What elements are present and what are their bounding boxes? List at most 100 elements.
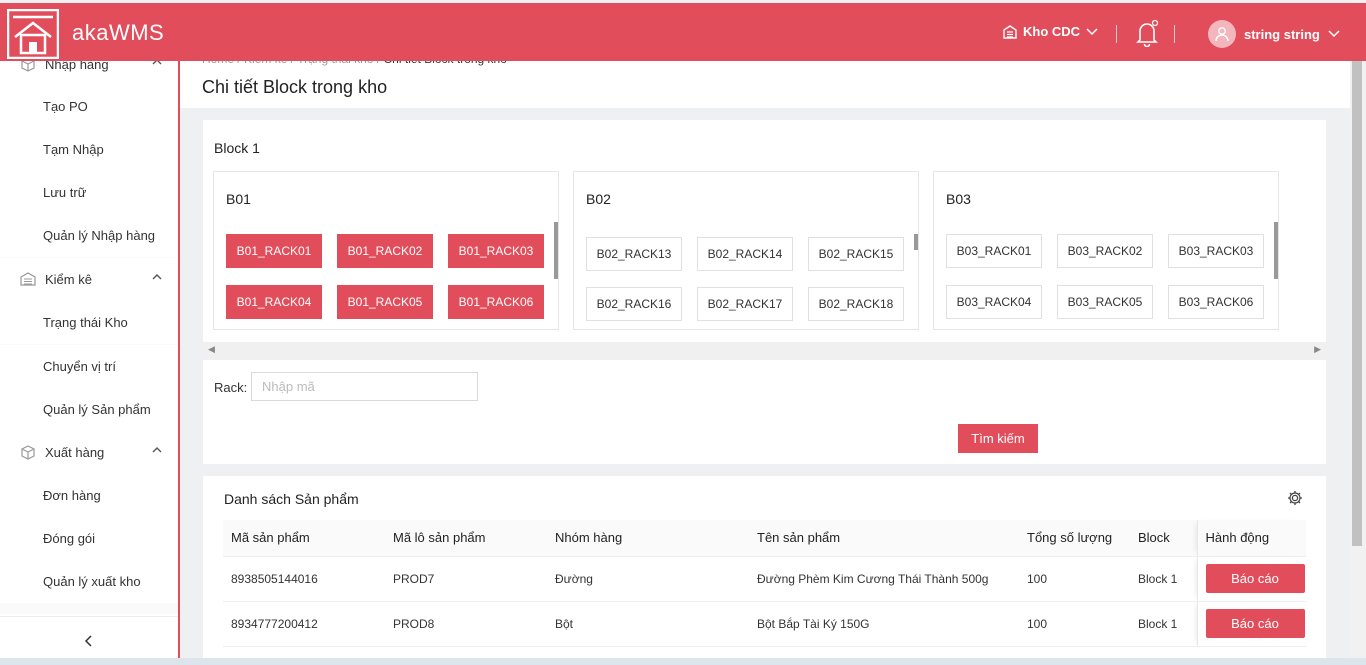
- gear-icon[interactable]: [1287, 490, 1303, 506]
- avatar: [1208, 20, 1236, 48]
- block-label: Block 1: [214, 140, 260, 156]
- sidebar-group-export[interactable]: Xuất hàng: [0, 432, 178, 472]
- sidebar-item-label: Quản lý Nhập hàng: [43, 228, 156, 243]
- cell-product-name: Bột Bắp Tài Ký 150G: [749, 601, 1019, 647]
- rack-cell[interactable]: B01_RACK02: [337, 234, 433, 268]
- box-icon: [20, 61, 36, 72]
- sidebar-item-luu-tru[interactable]: Lưu trữ: [0, 171, 178, 214]
- sidebar: Nhập hàng Tạo PO Tạm Nhập Lưu trữ Quản l…: [0, 61, 180, 665]
- rack-search-input[interactable]: [251, 372, 478, 401]
- cell-action: Báo cáo: [1196, 556, 1306, 602]
- sidebar-item-dong-goi[interactable]: Đóng gói: [0, 517, 178, 560]
- sidebar-group-label: Kiểm kê: [45, 271, 92, 287]
- rack-cell[interactable]: B02_RACK15: [808, 237, 904, 271]
- cell-group: Bột: [547, 601, 749, 647]
- sidebar-item-label: Tạo PO: [43, 99, 88, 114]
- report-button[interactable]: Báo cáo: [1205, 564, 1305, 593]
- cell-product-code: 8934777200412: [223, 601, 385, 647]
- panel-scrollbar[interactable]: [914, 234, 918, 250]
- rack-cell[interactable]: B01_RACK05: [337, 285, 433, 319]
- panel-scrollbar[interactable]: [554, 222, 558, 279]
- panel-scrollbar[interactable]: [1274, 222, 1278, 279]
- user-menu[interactable]: string string: [1208, 20, 1340, 48]
- sidebar-group-label: Nhập hàng: [45, 61, 109, 72]
- cell-lot-code: PROD8: [385, 601, 547, 647]
- cell-quantity: 100: [1019, 556, 1130, 602]
- sidebar-item-tam-nhap[interactable]: Tạm Nhập: [0, 128, 178, 171]
- sidebar-item-don-hang[interactable]: Đơn hàng: [0, 474, 178, 517]
- page-scrollbar[interactable]: [1350, 0, 1366, 665]
- top-header: akaWMS Kho CDC string string: [0, 3, 1366, 61]
- panel-name: B01: [226, 191, 251, 207]
- sidebar-item-quan-ly-nhap-hang[interactable]: Quản lý Nhập hàng: [0, 214, 178, 257]
- rack-cell[interactable]: B02_RACK17: [697, 287, 793, 321]
- rack-cell[interactable]: B03_RACK02: [1057, 234, 1153, 268]
- warehouse-icon: [1003, 24, 1017, 39]
- sidebar-item-label: Trạng thái Kho: [43, 315, 128, 330]
- sidebar-item-label: Quản lý Sản phẩm: [43, 402, 151, 417]
- sidebar-collapse-button[interactable]: [0, 616, 178, 665]
- sidebar-item-quan-ly-xuat-kho[interactable]: Quản lý xuất kho: [0, 560, 178, 603]
- warehouse-name: Kho CDC: [1023, 24, 1081, 39]
- product-table: Mã sản phẩm Mã lô sản phẩm Nhóm hàng Tên…: [223, 520, 1306, 647]
- sidebar-group-import[interactable]: Nhập hàng: [0, 61, 178, 84]
- sidebar-item-chuyen-vi-tri[interactable]: Chuyển vị trí: [0, 345, 178, 388]
- sidebar-item-label: Chuyển vị trí: [43, 359, 116, 374]
- warehouse-icon: [20, 271, 36, 287]
- rack-cell[interactable]: B02_RACK18: [808, 287, 904, 321]
- sidebar-item-quan-ly-san-pham[interactable]: Quản lý Sản phẩm: [0, 388, 178, 431]
- panel-name: B02: [586, 191, 611, 207]
- column-header[interactable]: Block: [1130, 520, 1197, 557]
- cell-group: Đường: [547, 556, 749, 602]
- scroll-right-icon[interactable]: ▶: [1314, 344, 1321, 354]
- cell-product-name: Đường Phèm Kim Cương Thái Thành 500g: [749, 556, 1019, 602]
- column-header[interactable]: Mã sản phẩm: [223, 520, 385, 557]
- table-header-row: Mã sản phẩm Mã lô sản phẩm Nhóm hàng Tên…: [223, 520, 1306, 557]
- rack-cell[interactable]: B01_RACK04: [226, 285, 322, 319]
- block-panel-b03: B03 B03_RACK01 B03_RACK02 B03_RACK03 B03…: [933, 171, 1279, 330]
- rack-cell[interactable]: B02_RACK13: [586, 237, 682, 271]
- sidebar-item-label: Đơn hàng: [43, 488, 101, 503]
- user-name: string string: [1244, 26, 1320, 42]
- product-list-card: Danh sách Sản phẩm Mã sản phẩm Mã lô sản…: [203, 476, 1326, 665]
- rack-cell[interactable]: B01_RACK06: [448, 285, 544, 319]
- page-scrollbar-thumb[interactable]: [1352, 38, 1362, 546]
- rack-cell[interactable]: B01_RACK01: [226, 234, 322, 268]
- rack-cell[interactable]: B01_RACK03: [448, 234, 544, 268]
- search-card: Rack: Tìm kiếm: [203, 360, 1326, 464]
- rack-cell[interactable]: B03_RACK04: [946, 285, 1042, 319]
- block-horizontal-scrollbar[interactable]: ◀ ▶: [203, 342, 1326, 359]
- chevron-up-icon: [152, 274, 162, 280]
- cell-action: Báo cáo: [1196, 601, 1306, 647]
- cell-product-code: 8938505144016: [223, 556, 385, 602]
- header-divider: [1116, 25, 1117, 43]
- column-header[interactable]: Mã lô sản phẩm: [385, 520, 547, 557]
- search-button[interactable]: Tìm kiếm: [958, 424, 1038, 453]
- rack-cell[interactable]: B03_RACK01: [946, 234, 1042, 268]
- report-button[interactable]: Báo cáo: [1205, 609, 1305, 638]
- chevron-left-icon: [84, 635, 92, 647]
- sidebar-item-label: Lưu trữ: [43, 185, 87, 200]
- sidebar-group-inventory[interactable]: Kiểm kê: [0, 259, 178, 299]
- rack-cell[interactable]: B02_RACK16: [586, 287, 682, 321]
- table-row: 8938505144016 PROD7 Đường Đường Phèm Kim…: [223, 556, 1306, 602]
- rack-cell[interactable]: B02_RACK14: [697, 237, 793, 271]
- cell-lot-code: PROD7: [385, 556, 547, 602]
- warehouse-selector[interactable]: Kho CDC: [1003, 24, 1098, 39]
- bell-icon[interactable]: [1135, 19, 1159, 47]
- block-panel-b01: B01 B01_RACK01 B01_RACK02 B01_RACK03 B01…: [213, 171, 559, 330]
- rack-cell[interactable]: B03_RACK06: [1168, 285, 1264, 319]
- cell-quantity: 100: [1019, 601, 1130, 647]
- scroll-left-icon[interactable]: ◀: [208, 344, 215, 354]
- rack-label: Rack:: [214, 380, 248, 395]
- column-header[interactable]: Tổng số lượng: [1019, 520, 1130, 557]
- sidebar-item-tao-po[interactable]: Tạo PO: [0, 85, 178, 128]
- sidebar-item-label: Tạm Nhập: [43, 142, 104, 157]
- box-icon: [20, 444, 36, 460]
- sidebar-item-trang-thai-kho[interactable]: Trạng thái Kho: [0, 301, 178, 344]
- column-header[interactable]: Nhóm hàng: [547, 520, 749, 557]
- column-header[interactable]: Tên sản phẩm: [749, 520, 1019, 557]
- rack-cell[interactable]: B03_RACK05: [1057, 285, 1153, 319]
- rack-cell[interactable]: B03_RACK03: [1168, 234, 1264, 268]
- product-list-title: Danh sách Sản phẩm: [224, 491, 359, 507]
